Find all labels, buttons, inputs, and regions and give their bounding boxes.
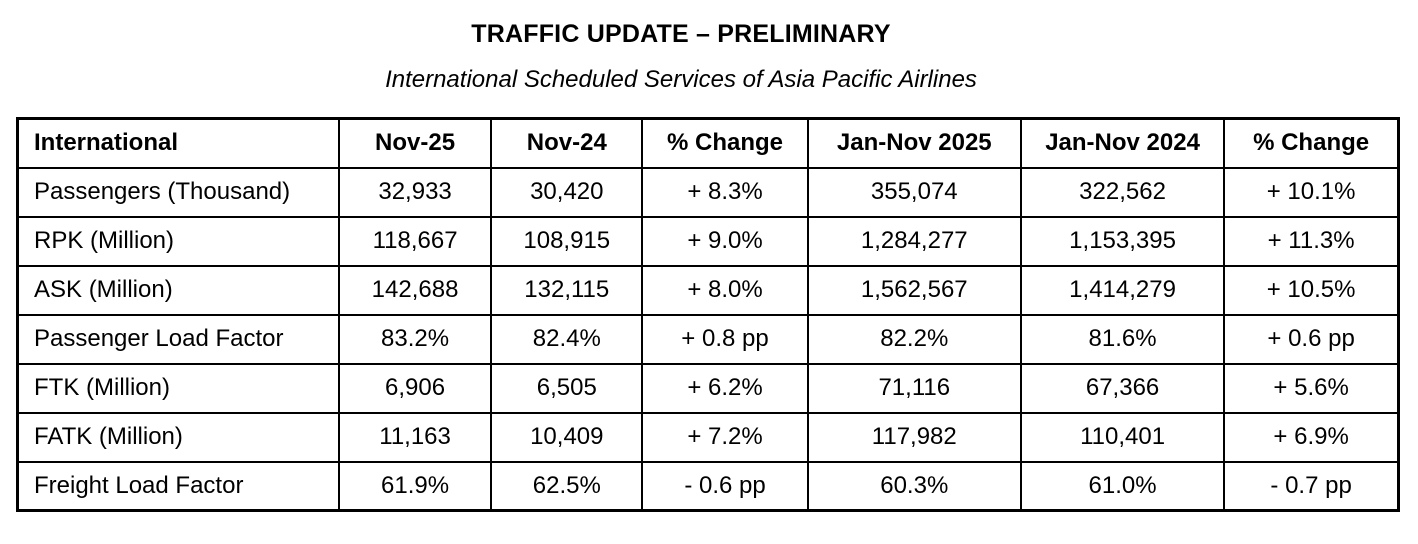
table-cell: - 0.7 pp [1223,460,1400,512]
table-cell: 11,163 [337,411,493,463]
row-label: Passengers (Thousand) [16,166,340,218]
table-cell: + 0.6 pp [1223,313,1400,365]
report-title: TRAFFIC UPDATE – PRELIMINARY [471,20,891,48]
table-cell: 32,933 [337,166,493,218]
table-cell: 322,562 [1019,166,1226,218]
table-cell: + 8.3% [641,166,809,218]
table-cell: 1,153,395 [1019,215,1226,267]
table-cell: 118,667 [337,215,493,267]
row-label: ASK (Million) [16,264,340,316]
table-body: Passengers (Thousand) 32,933 30,420 + 8.3% 3… [16,166,1400,512]
column-header: International [16,117,340,169]
column-header: % Change [1223,117,1400,169]
table-cell: + 10.1% [1223,166,1400,218]
table-cell: 61.9% [337,460,493,512]
table-row: ASK (Million) 142,688 132,115 + 8.0% 1,562,5… [16,264,1400,316]
table-cell: - 0.6 pp [641,460,809,512]
table-cell: 142,688 [337,264,493,316]
table-row: FATK (Million) 11,163 10,409 + 7.2% 117,982 1… [16,411,1400,463]
table-row: Freight Load Factor 61.9% 62.5% - 0.6 pp 60.… [16,460,1400,512]
table-cell: + 5.6% [1223,362,1400,414]
table-cell: 110,401 [1019,411,1226,463]
table-cell: 71,116 [806,362,1022,414]
table-cell: + 7.2% [641,411,809,463]
table-cell: + 0.8 pp [641,313,809,365]
table-cell: 62.5% [490,460,644,512]
column-header: % Change [641,117,809,169]
table-cell: 117,982 [806,411,1022,463]
report-subtitle: International Scheduled Services of Asia… [385,66,977,93]
table-cell: + 11.3% [1223,215,1400,267]
table-cell: 6,906 [337,362,493,414]
table-row: FTK (Million) 6,906 6,505 + 6.2% 71,116 67,36… [16,362,1400,414]
table-row: RPK (Million) 118,667 108,915 + 9.0% 1,284,2… [16,215,1400,267]
row-label: FATK (Million) [16,411,340,463]
table-cell: + 6.2% [641,362,809,414]
table-row: Passengers (Thousand) 32,933 30,420 + 8.3% 3… [16,166,1400,218]
row-label: Passenger Load Factor [16,313,340,365]
column-header: Nov-24 [490,117,644,169]
table-cell: 82.4% [490,313,644,365]
table-cell: 10,409 [490,411,644,463]
table-cell: 1,562,567 [806,264,1022,316]
table-cell: 67,366 [1019,362,1226,414]
table-cell: 355,074 [806,166,1022,218]
table-cell: 83.2% [337,313,493,365]
table-cell: + 9.0% [641,215,809,267]
table-header-row: International Nov-25 Nov-24% Change Jan-Nov… [16,117,1400,169]
table-cell: 132,115 [490,264,644,316]
table-row: Passenger Load Factor 83.2% 82.4% + 0.8 pp 8… [16,313,1400,365]
row-label: RPK (Million) [16,215,340,267]
table-cell: 6,505 [490,362,644,414]
row-label: FTK (Million) [16,362,340,414]
table-cell: + 6.9% [1223,411,1400,463]
column-header: Nov-25 [337,117,493,169]
table-cell: + 10.5% [1223,264,1400,316]
table-cell: 81.6% [1019,313,1226,365]
traffic-table: International Nov-25 Nov-24% Change Jan-Nov… [16,117,1400,512]
row-label: Freight Load Factor [16,460,340,512]
table-cell: 60.3% [806,460,1022,512]
title-block: TRAFFIC UPDATE – PRELIMINARY Internation… [0,0,1362,94]
table-cell: 82.2% [806,313,1022,365]
column-header: Jan-Nov 2024 [1019,117,1226,169]
table-cell: 30,420 [490,166,644,218]
table-cell: 108,915 [490,215,644,267]
column-header: Jan-Nov 2025 [806,117,1022,169]
table-cell: 1,414,279 [1019,264,1226,316]
table-cell: 1,284,277 [806,215,1022,267]
table-cell: + 8.0% [641,264,809,316]
table-cell: 61.0% [1019,460,1226,512]
